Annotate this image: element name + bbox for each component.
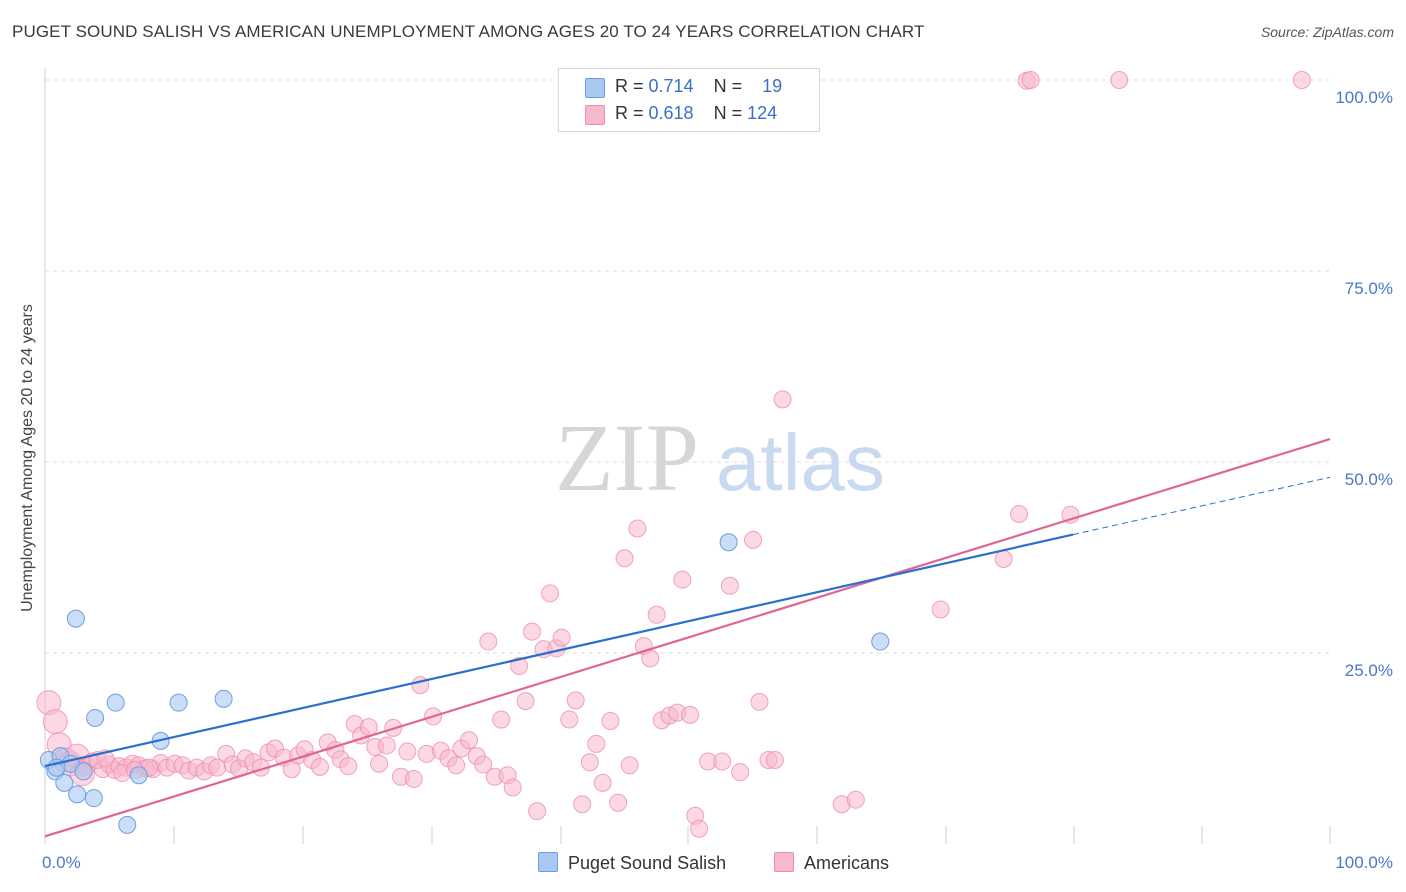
legend-n-label: N = bbox=[713, 103, 748, 123]
puget-sound-salish-point bbox=[106, 693, 125, 712]
americans-point bbox=[370, 754, 389, 773]
americans-point bbox=[750, 692, 769, 711]
americans-point bbox=[460, 731, 479, 750]
y-tick-label: 100.0% bbox=[1335, 88, 1393, 107]
puget-sound-salish-points bbox=[39, 533, 890, 834]
americans-point bbox=[587, 734, 606, 753]
legend: R = 0.714 N = 19 R = 0.618 N = 124 bbox=[558, 68, 820, 132]
puget-sound-salish-point bbox=[169, 693, 188, 712]
americans-point bbox=[690, 819, 709, 838]
puget-sound-salish-point bbox=[118, 815, 137, 834]
legend-series2-label: Americans bbox=[804, 853, 890, 873]
americans-point bbox=[552, 628, 571, 647]
americans-point bbox=[510, 656, 529, 675]
americans-trend-line bbox=[44, 438, 1331, 838]
puget-sound-salish-trend-line bbox=[44, 533, 1074, 768]
americans-points bbox=[36, 71, 1311, 838]
americans-point bbox=[573, 795, 592, 814]
americans-point bbox=[474, 755, 493, 774]
americans-point bbox=[1010, 504, 1029, 523]
americans-point bbox=[398, 742, 417, 761]
americans-point bbox=[1110, 71, 1129, 89]
americans-point bbox=[641, 649, 660, 668]
americans-point bbox=[765, 750, 784, 769]
puget-sound-salish-point bbox=[214, 689, 233, 708]
americans-point bbox=[523, 622, 542, 641]
watermark-zip: ZIP bbox=[555, 404, 699, 511]
americans-point bbox=[744, 530, 763, 549]
americans-point bbox=[528, 802, 547, 821]
puget-sound-salish-point bbox=[86, 708, 105, 727]
americans-point bbox=[492, 710, 511, 729]
legend-swatch-pink bbox=[585, 105, 605, 125]
watermark-atlas: atlas bbox=[716, 418, 885, 507]
puget-sound-salish-point bbox=[55, 773, 74, 792]
puget-sound-salish-point bbox=[66, 609, 85, 628]
americans-point bbox=[1292, 71, 1311, 89]
americans-point bbox=[566, 691, 585, 710]
americans-point bbox=[846, 790, 865, 809]
legend-swatch-blue bbox=[585, 78, 605, 98]
puget-sound-salish-point bbox=[84, 789, 103, 808]
puget-sound-salish-point bbox=[129, 766, 148, 785]
americans-point bbox=[447, 756, 466, 775]
americans-point bbox=[994, 550, 1013, 569]
x-tick-label: 0.0% bbox=[42, 853, 81, 872]
americans-point bbox=[628, 519, 647, 538]
americans-point bbox=[541, 584, 560, 603]
americans-point bbox=[516, 692, 535, 711]
y-tick-label: 25.0% bbox=[1345, 661, 1393, 680]
legend-n-value: 19 bbox=[762, 76, 783, 96]
americans-point bbox=[310, 757, 329, 776]
americans-point bbox=[681, 705, 700, 724]
americans-point bbox=[1021, 71, 1040, 89]
legend-swatch-pink bbox=[774, 852, 794, 872]
americans-point bbox=[42, 709, 68, 735]
americans-point bbox=[615, 549, 634, 568]
americans-point bbox=[601, 711, 620, 730]
americans-point bbox=[713, 752, 732, 771]
gridlines bbox=[45, 79, 1330, 654]
americans-point bbox=[609, 793, 628, 812]
americans-point bbox=[580, 753, 599, 772]
legend-n-label: N = bbox=[713, 76, 748, 96]
americans-point bbox=[673, 570, 692, 589]
bottom-legend-americans: Americans bbox=[774, 852, 889, 874]
bottom-legend-puget: Puget Sound Salish bbox=[538, 852, 726, 874]
legend-series1-label: Puget Sound Salish bbox=[568, 853, 727, 873]
americans-point bbox=[404, 770, 423, 789]
americans-point bbox=[731, 763, 750, 782]
americans-point bbox=[720, 576, 739, 595]
americans-point bbox=[560, 710, 579, 729]
legend-n-value: 124 bbox=[747, 103, 778, 123]
americans-point bbox=[503, 778, 522, 797]
americans-point bbox=[593, 773, 612, 792]
legend-r-label: R = bbox=[615, 103, 649, 123]
americans-point bbox=[931, 600, 950, 619]
x-tick-label: 100.0% bbox=[1335, 853, 1393, 872]
trend-lines bbox=[44, 438, 1331, 838]
tick-labels: 25.0% 50.0% 75.0% 100.0% 0.0% 100.0% bbox=[42, 88, 1393, 872]
legend-r-label: R = bbox=[615, 76, 649, 96]
americans-point bbox=[647, 605, 666, 624]
americans-point bbox=[377, 736, 396, 755]
americans-point bbox=[339, 757, 358, 776]
puget-sound-salish-point bbox=[74, 762, 93, 781]
puget-sound-salish-trend-extension bbox=[1072, 476, 1331, 536]
y-tick-label: 50.0% bbox=[1345, 470, 1393, 489]
legend-swatch-blue bbox=[538, 852, 558, 872]
americans-point bbox=[773, 390, 792, 409]
americans-point bbox=[479, 632, 498, 651]
puget-sound-salish-point bbox=[68, 785, 87, 804]
americans-point bbox=[359, 718, 378, 737]
source-label: Source: ZipAtlas.com bbox=[1260, 24, 1394, 40]
legend-r-value: 0.618 bbox=[648, 103, 694, 123]
legend-r-value: 0.714 bbox=[648, 76, 694, 96]
puget-sound-salish-point bbox=[719, 533, 738, 552]
puget-sound-salish-point bbox=[871, 632, 890, 651]
chart-title: PUGET SOUND SALISH VS AMERICAN UNEMPLOYM… bbox=[12, 22, 925, 41]
americans-point bbox=[620, 756, 639, 775]
y-tick-label: 75.0% bbox=[1345, 279, 1393, 298]
